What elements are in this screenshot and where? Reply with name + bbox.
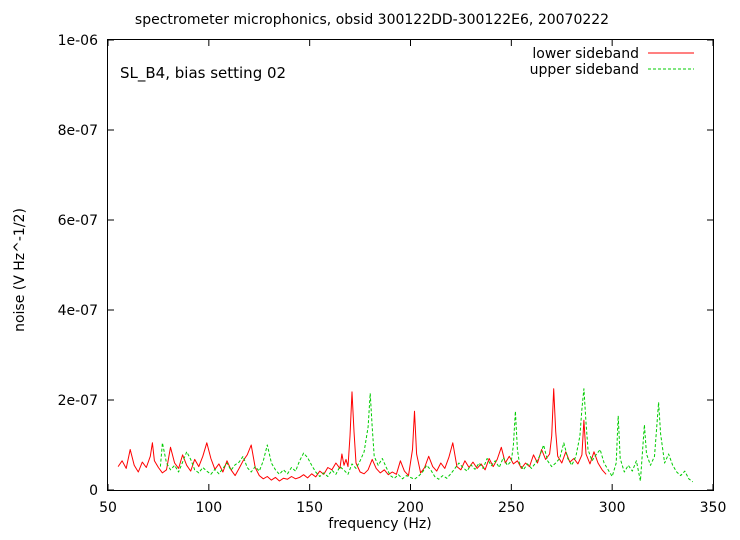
x-tick-label: 350 [700, 500, 727, 516]
y-tick-label: 1e-06 [58, 33, 98, 49]
x-tick-label: 50 [99, 500, 117, 516]
y-tick-label: 0 [89, 483, 98, 499]
y-tick-label: 8e-07 [58, 123, 98, 139]
series-line-lower-sideband [117, 388, 607, 482]
y-tick-label: 4e-07 [58, 303, 98, 319]
axis-ticks-group: 50 100 150 200 250 300 350 0 2e-07 4e-07 6e-07 8e-0… [58, 33, 727, 516]
plot-frame [107, 39, 714, 491]
x-axis-label: frequency (Hz) [328, 516, 431, 532]
chart-annotation: SL_B4, bias setting 02 [120, 64, 286, 83]
y-tick-label: 6e-07 [58, 213, 98, 229]
x-tick-label: 300 [599, 500, 626, 516]
x-tick-label: 200 [397, 500, 424, 516]
x-tick-label: 150 [296, 500, 323, 516]
legend-label: lower sideband [532, 46, 639, 62]
x-tick-label: 100 [195, 500, 222, 516]
plot-series-group [117, 388, 694, 483]
x-tick-label: 250 [498, 500, 525, 516]
y-axis-label: noise (V Hz^-1/2) [12, 208, 28, 332]
chart-title: spectrometer microphonics, obsid 300122D… [135, 12, 609, 28]
y-tick-label: 2e-07 [58, 393, 98, 409]
legend-label: upper sideband [530, 62, 639, 78]
series-line-upper-sideband [159, 388, 694, 483]
